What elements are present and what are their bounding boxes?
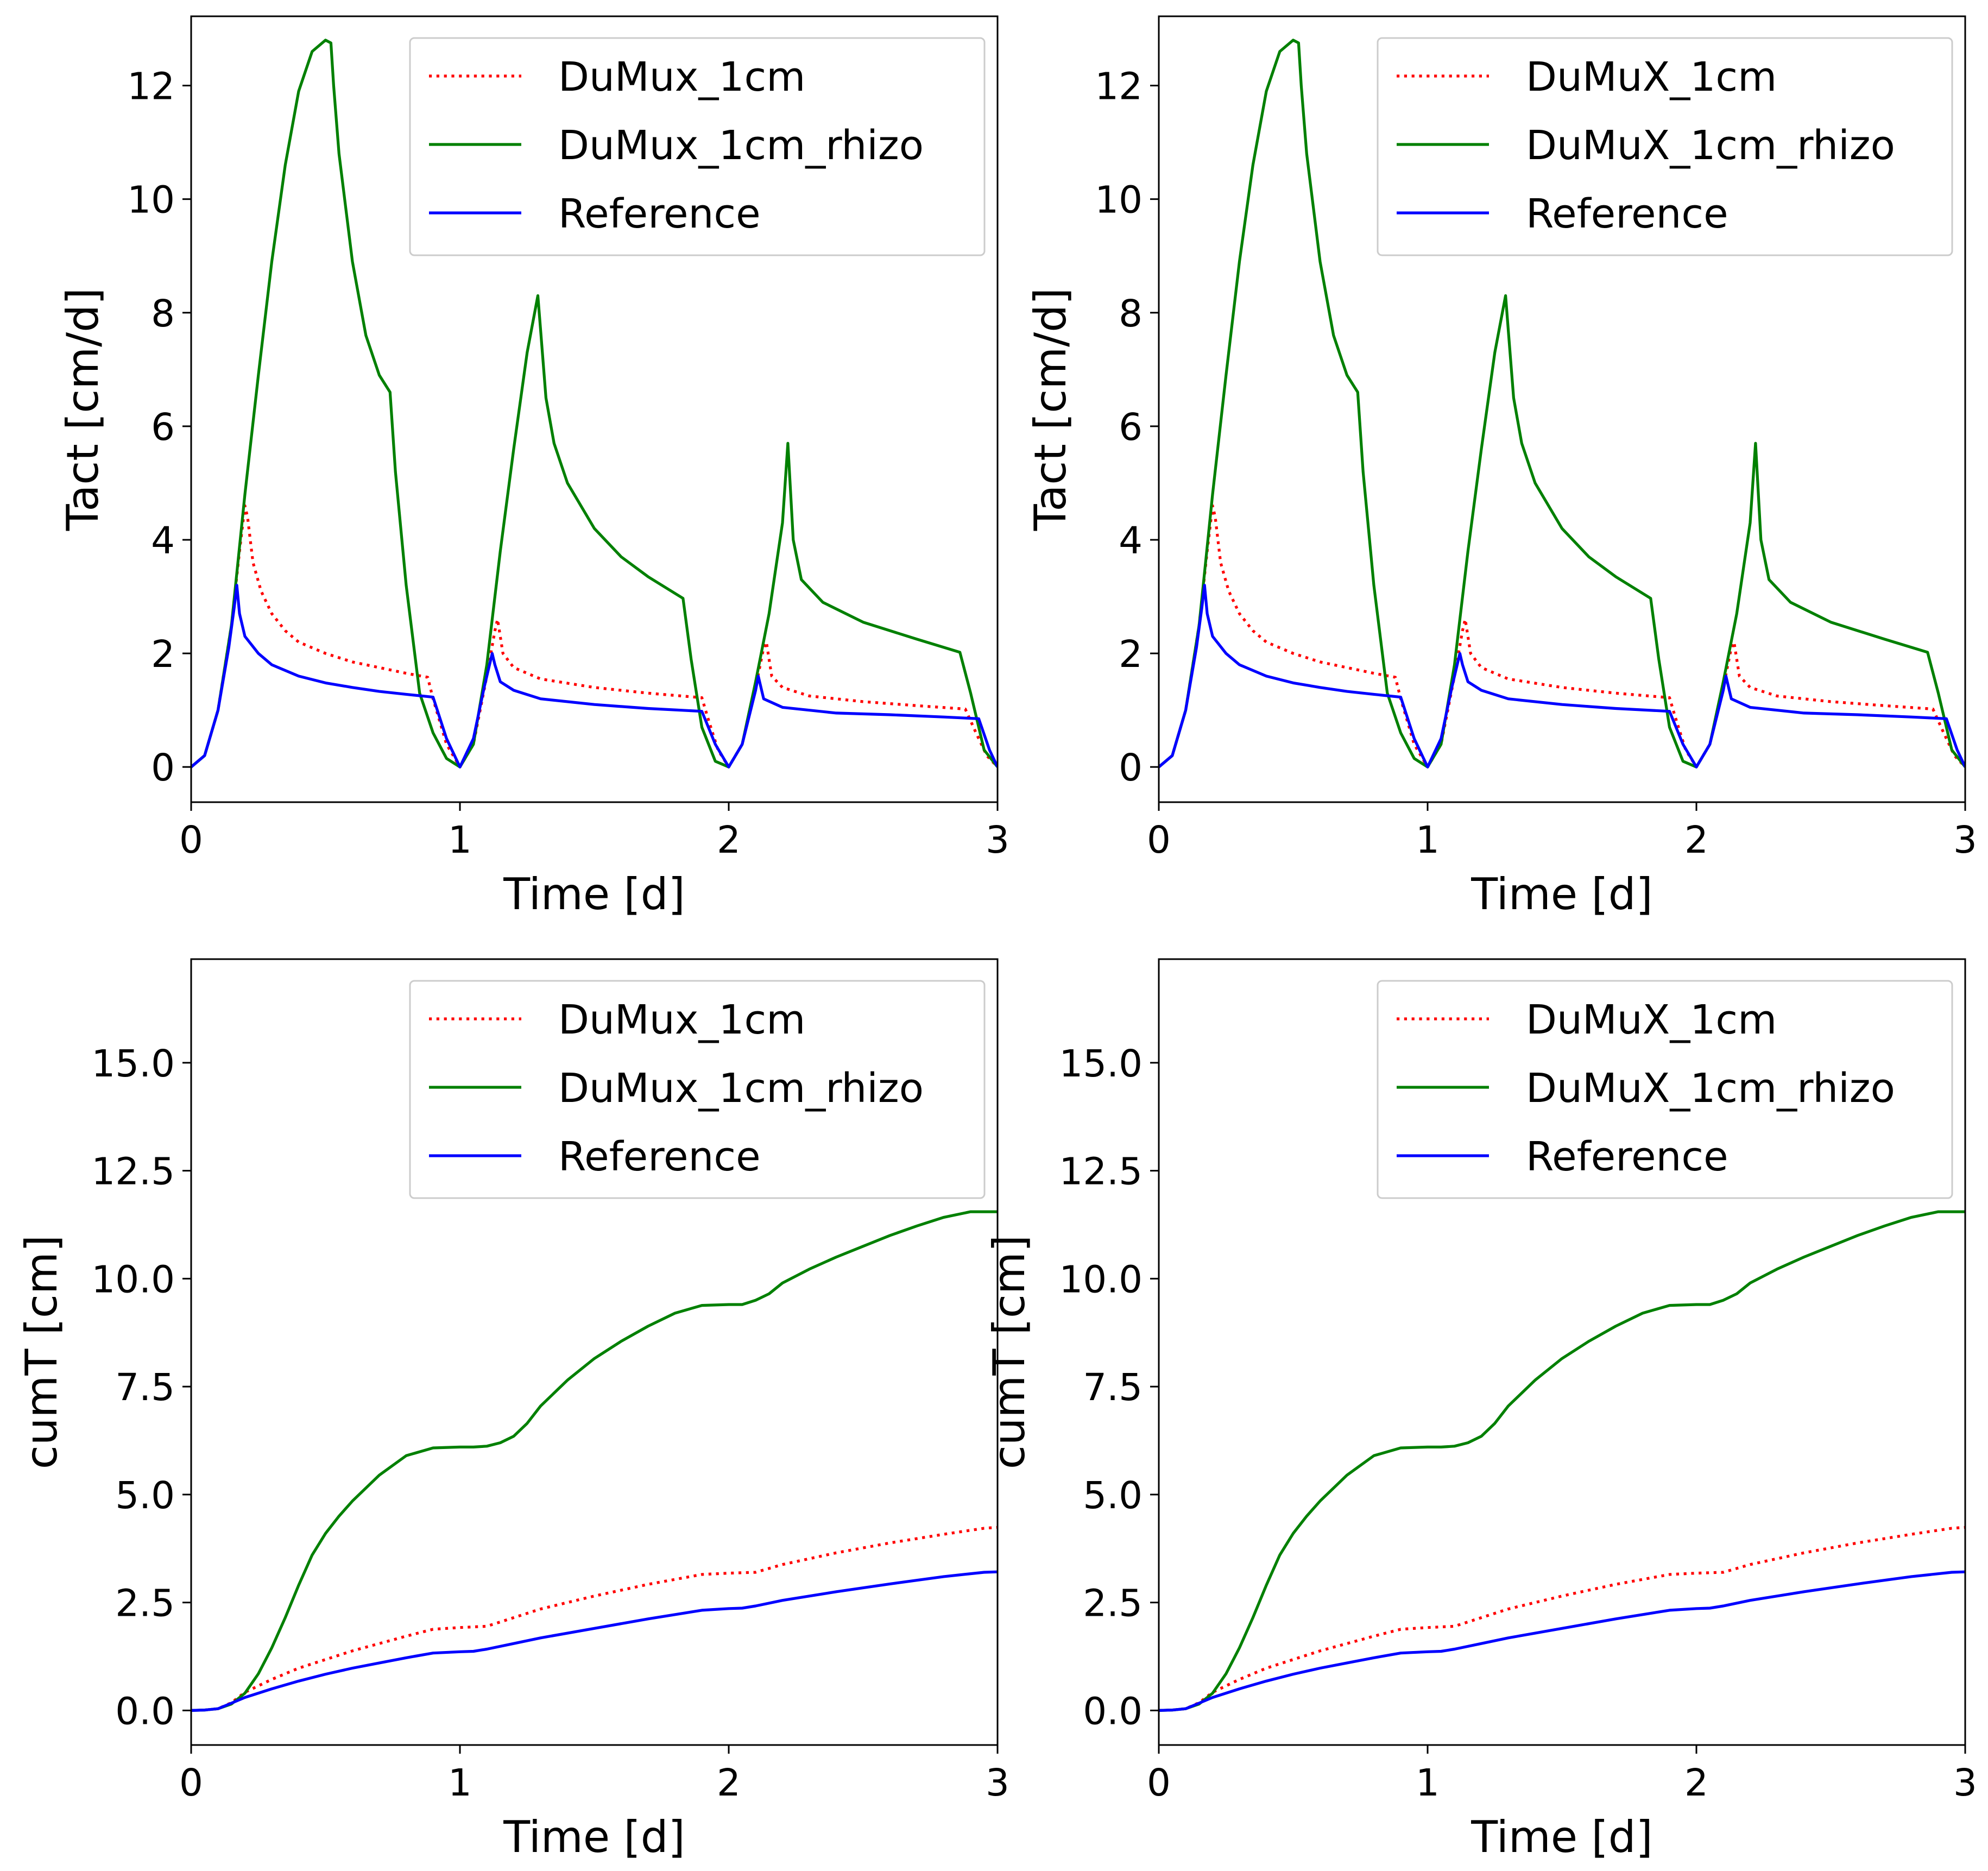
x-tick-label: 3: [986, 1761, 1009, 1805]
legend-label-3: Reference: [1526, 191, 1728, 237]
x-tick-label: 3: [1953, 818, 1977, 862]
plot-frame: [190, 958, 999, 1746]
y-tick-label: 4: [151, 519, 175, 563]
legend-frame: [409, 37, 986, 256]
x-tick-label: 0: [1147, 818, 1171, 862]
legend-label-1: DuMuX_1cm: [1526, 997, 1777, 1043]
y-tick-label: 6: [1119, 406, 1143, 449]
y-tick-label: 8: [151, 292, 175, 336]
legend-frame: [1377, 980, 1953, 1199]
series-line-2: [1159, 39, 1965, 768]
legend-label-1: DuMuX_1cm: [1526, 54, 1777, 100]
y-tick-label: 10: [127, 179, 175, 222]
y-axis-label: Tact [cm/d]: [1025, 288, 1076, 532]
legend-label-2: DuMux_1cm_rhizo: [558, 1065, 924, 1112]
x-axis-label: Time [d]: [503, 1812, 685, 1862]
x-tick-label: 2: [1684, 818, 1708, 862]
series-line-3: [191, 584, 998, 768]
y-tick-label: 4: [1119, 519, 1143, 563]
series-line-1: [1159, 1526, 1965, 1712]
x-tick-label: 1: [448, 818, 472, 862]
x-tick-label: 0: [1147, 1761, 1171, 1805]
y-tick-label: 0.0: [115, 1690, 175, 1733]
x-tick-label: 3: [986, 818, 1009, 862]
legend: DuMux_1cm DuMux_1cm_rhizo Reference: [409, 980, 986, 1199]
x-tick-label: 2: [1684, 1761, 1708, 1805]
y-tick-label: 5.0: [1083, 1474, 1143, 1517]
y-tick-label: 2.5: [1083, 1582, 1143, 1626]
y-tick-label: 7.5: [1083, 1366, 1143, 1409]
series-line-3: [1159, 584, 1965, 768]
plot-frame: [1158, 15, 1966, 803]
legend-label-3: Reference: [558, 191, 761, 237]
y-tick-label: 2.5: [115, 1582, 175, 1626]
legend-label-3: Reference: [558, 1133, 761, 1180]
y-tick-label: 12.5: [1059, 1150, 1143, 1194]
legend-label-3: Reference: [1526, 1133, 1728, 1180]
y-tick-label: 10.0: [1059, 1258, 1143, 1301]
legend-label-2: DuMuX_1cm_rhizo: [1526, 1065, 1895, 1112]
y-tick-label: 10: [1095, 179, 1143, 222]
x-tick-label: 2: [717, 818, 741, 862]
series-line-2: [1159, 1210, 1965, 1712]
y-tick-label: 0.0: [1083, 1690, 1143, 1733]
y-tick-label: 15.0: [91, 1042, 175, 1086]
plot-frame: [190, 15, 999, 803]
y-tick-label: 2: [1119, 633, 1143, 676]
x-tick-label: 0: [179, 1761, 203, 1805]
y-tick-label: 12: [1095, 65, 1143, 109]
legend-label-2: DuMuX_1cm_rhizo: [1526, 122, 1895, 169]
y-tick-label: 0: [151, 746, 175, 790]
series-line-1: [191, 504, 998, 768]
chart-panel-3: 0 1 2 3 0.0 2.5 5.0 7.5 10.0 12.5 15.0 Time [d] cumT…: [16, 958, 1009, 1862]
chart-panel-4: 0 1 2 3 0.0 2.5 5.0 7.5 10.0 12.5 15.0 Time [d] cumT…: [984, 958, 1977, 1862]
y-axis-label: cumT [cm]: [984, 1235, 1034, 1469]
legend: DuMuX_1cm DuMuX_1cm_rhizo Reference: [1377, 37, 1953, 256]
x-tick-label: 1: [1416, 818, 1440, 862]
legend: DuMuX_1cm DuMuX_1cm_rhizo Reference: [1377, 980, 1953, 1199]
y-tick-label: 7.5: [115, 1366, 175, 1409]
x-axis-label: Time [d]: [503, 869, 685, 919]
x-tick-label: 3: [1953, 1761, 1977, 1805]
y-tick-label: 15.0: [1059, 1042, 1143, 1086]
y-tick-label: 5.0: [115, 1474, 175, 1517]
legend-label-1: DuMux_1cm: [558, 54, 805, 100]
x-tick-label: 0: [179, 818, 203, 862]
plot-frame: [1158, 958, 1966, 1746]
y-axis-label: Tact [cm/d]: [58, 288, 108, 532]
y-tick-label: 12: [127, 65, 175, 109]
series-line-1: [191, 1526, 998, 1712]
y-tick-label: 10.0: [91, 1258, 175, 1301]
series-line-3: [191, 1570, 998, 1712]
x-tick-label: 1: [448, 1761, 472, 1805]
y-tick-label: 6: [151, 406, 175, 449]
y-tick-label: 8: [1119, 292, 1143, 336]
series-line-2: [191, 39, 998, 768]
legend-label-2: DuMux_1cm_rhizo: [558, 122, 924, 169]
x-tick-label: 1: [1416, 1761, 1440, 1805]
legend-frame: [1377, 37, 1953, 256]
legend-label-1: DuMux_1cm: [558, 997, 805, 1043]
series-line-1: [1159, 504, 1965, 768]
x-axis-label: Time [d]: [1471, 1812, 1652, 1862]
y-axis-label: cumT [cm]: [16, 1235, 67, 1469]
series-line-3: [1159, 1570, 1965, 1712]
x-tick-label: 2: [717, 1761, 741, 1805]
series-line-2: [191, 1210, 998, 1712]
x-axis-label: Time [d]: [1471, 869, 1652, 919]
y-tick-label: 0: [1119, 746, 1143, 790]
y-tick-label: 12.5: [91, 1150, 175, 1194]
y-tick-label: 2: [151, 633, 175, 676]
legend-frame: [409, 980, 986, 1199]
legend: DuMux_1cm DuMux_1cm_rhizo Reference: [409, 37, 986, 256]
